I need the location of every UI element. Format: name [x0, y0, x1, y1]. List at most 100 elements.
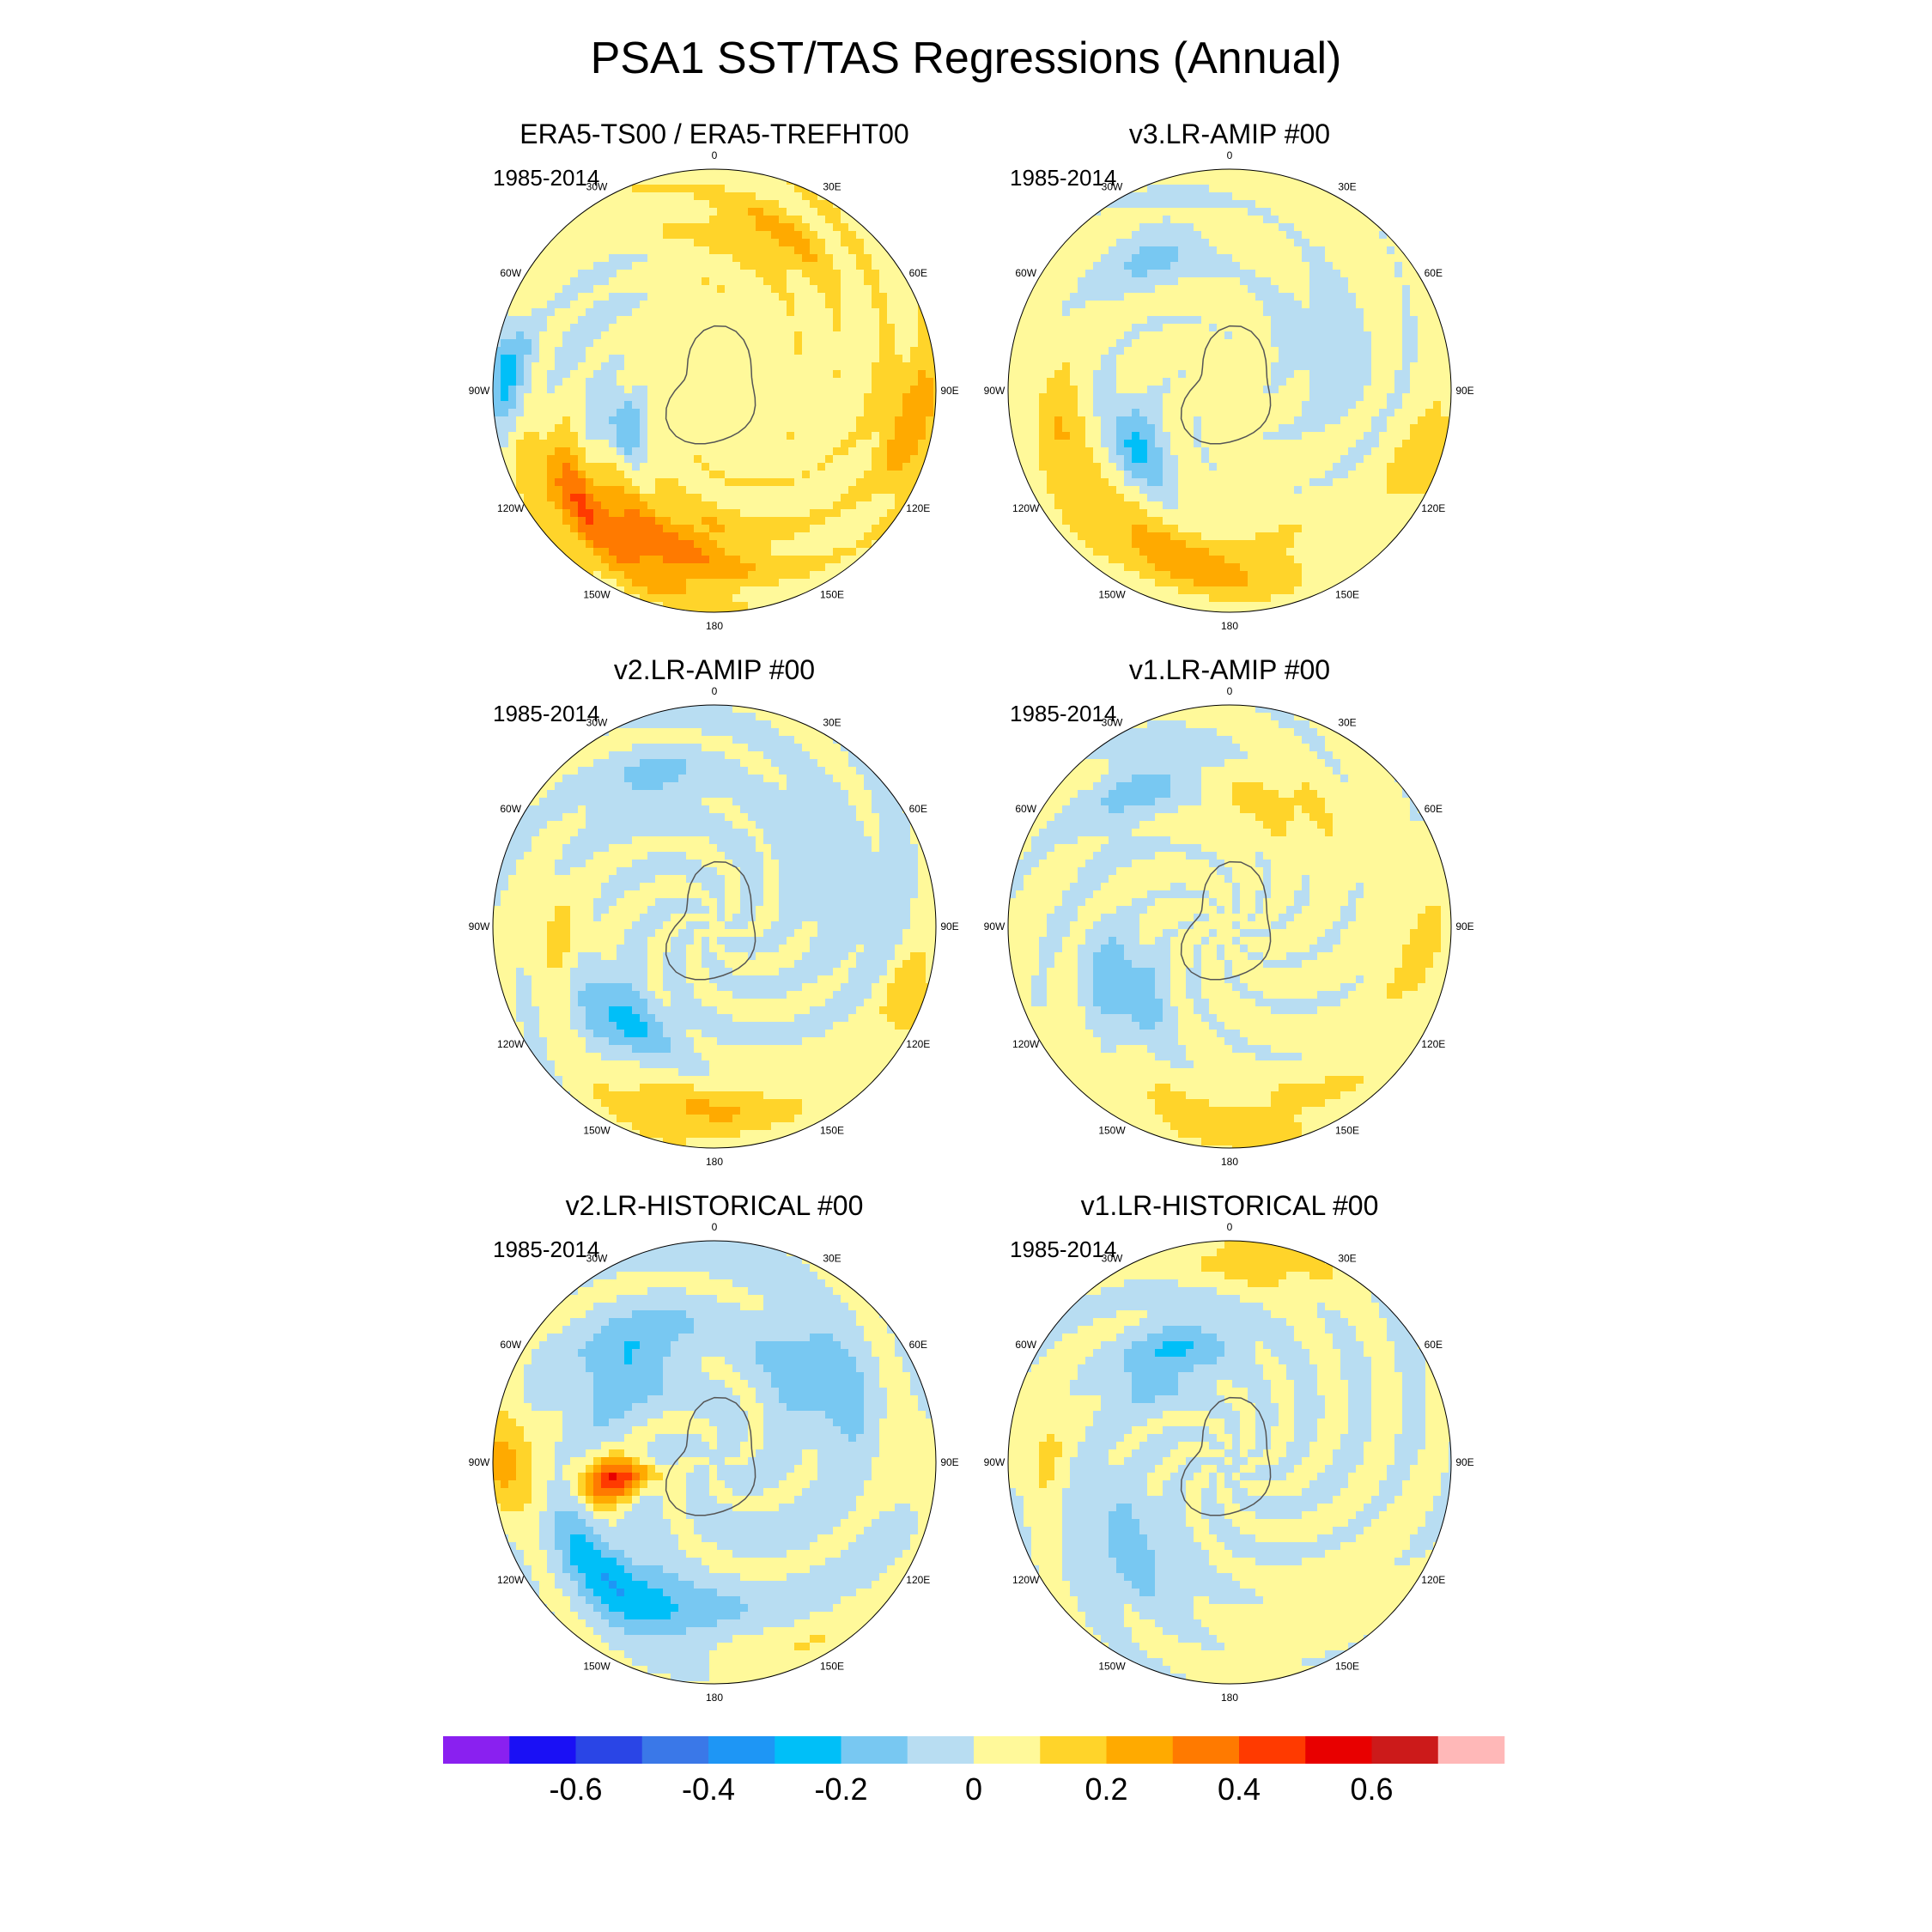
contour-cell [1371, 393, 1380, 402]
contour-cell [555, 471, 563, 479]
contour-cell [617, 355, 625, 363]
contour-cell [516, 355, 525, 363]
contour-cell [624, 401, 633, 410]
contour-cell [779, 463, 787, 471]
contour-cell [578, 370, 586, 379]
contour-cell [593, 355, 602, 363]
contour-cell [532, 370, 540, 379]
contour-cell [933, 331, 936, 340]
contour-cell [779, 440, 787, 448]
contour-cell [1248, 324, 1256, 332]
contour-cell [1078, 447, 1086, 456]
contour-cell [1054, 409, 1063, 417]
contour-cell [663, 409, 671, 417]
contour-cell [1410, 347, 1419, 355]
contour-cell [624, 440, 633, 448]
contour-cell [547, 270, 556, 278]
panel-title-era5: ERA5-TS00 / ERA5-TREFHT00 [519, 118, 909, 149]
contour-cell [1348, 293, 1357, 301]
contour-cell [671, 339, 679, 348]
contour-cell [686, 586, 695, 595]
contour-cell [887, 293, 896, 301]
contour-cell [617, 262, 625, 270]
contour-cell [694, 270, 702, 278]
contour-cell [570, 455, 579, 464]
contour-cell [1449, 355, 1451, 363]
contour-cell [1124, 401, 1133, 410]
contour-cell [748, 301, 756, 309]
contour-cell [1078, 246, 1086, 255]
contour-cell [655, 308, 664, 317]
contour-cell [555, 463, 563, 471]
contour-cell [702, 432, 710, 440]
contour-cell [1101, 447, 1109, 456]
contour-cell [879, 393, 888, 402]
contour-cell [547, 440, 556, 448]
contour-cell [864, 540, 872, 549]
contour-cell [694, 277, 702, 286]
contour-cell [686, 432, 695, 440]
contour-cell [593, 548, 602, 556]
contour-cell [1178, 270, 1187, 278]
contour-cell [686, 239, 695, 247]
contour-cell [1155, 316, 1163, 325]
contour-cell [532, 386, 540, 394]
contour-cell [732, 347, 741, 355]
contour-cell [1317, 409, 1326, 417]
contour-cell [624, 517, 633, 526]
contour-cell [902, 494, 911, 502]
contour-cell [717, 532, 726, 541]
contour-cell [694, 594, 702, 603]
contour-cell [555, 347, 563, 355]
contour-cell [1147, 362, 1156, 371]
contour-cell [1271, 432, 1279, 440]
contour-cell [1209, 308, 1218, 317]
contour-cell [678, 185, 687, 193]
contour-cell [1340, 478, 1349, 487]
contour-cell [1248, 246, 1256, 255]
contour-cell [1394, 262, 1403, 270]
contour-cell [647, 463, 656, 471]
contour-cell [1394, 324, 1403, 332]
contour-cell [1109, 486, 1117, 495]
contour-cell [817, 378, 826, 386]
contour-cell [918, 478, 927, 487]
contour-cell [655, 208, 664, 216]
contour-cell [879, 401, 888, 410]
contour-cell [640, 254, 648, 263]
contour-cell [740, 594, 749, 603]
contour-cell [1325, 270, 1334, 278]
contour-cell [725, 602, 733, 611]
contour-cell [1441, 355, 1449, 363]
contour-cell [702, 301, 710, 309]
contour-cell [1356, 308, 1364, 317]
contour-cell [802, 416, 811, 425]
contour-cell [570, 571, 579, 580]
contour-cell [1356, 277, 1364, 286]
contour-cell [756, 440, 764, 448]
contour-cell [1402, 378, 1411, 386]
contour-cell [1232, 386, 1241, 394]
contour-cell [910, 339, 919, 348]
contour-cell [694, 254, 702, 263]
contour-cell [1302, 246, 1310, 255]
contour-cell [1093, 393, 1102, 402]
contour-cell [1132, 378, 1140, 386]
contour-cell [1093, 216, 1102, 224]
contour-cell [763, 246, 772, 255]
contour-cell [1217, 208, 1225, 216]
contour-cell [1062, 246, 1071, 255]
antarctica-coastline [665, 325, 756, 445]
contour-cell [1348, 262, 1357, 270]
contour-cell [1116, 478, 1125, 487]
contour-cell [1085, 308, 1094, 317]
contour-cell [663, 602, 671, 611]
contour-cell [1186, 409, 1194, 417]
contour-cell [624, 277, 633, 286]
contour-cell [539, 254, 548, 263]
contour-cell [1155, 355, 1163, 363]
contour-cell [872, 440, 880, 448]
contour-cell [578, 277, 586, 286]
contour-cell [717, 416, 726, 425]
contour-cell [1124, 301, 1133, 309]
